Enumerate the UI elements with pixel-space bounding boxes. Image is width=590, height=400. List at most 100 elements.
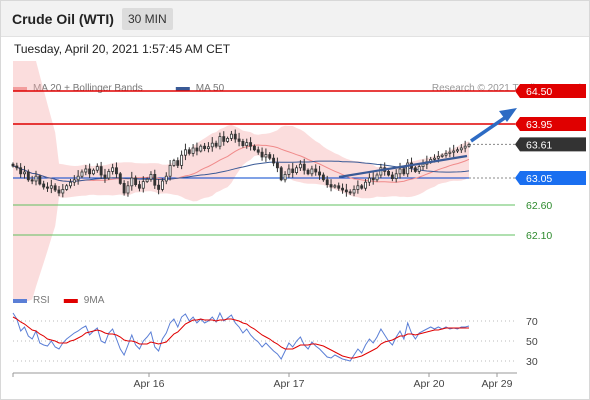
candle-body xyxy=(111,167,115,172)
candle-body xyxy=(141,181,145,189)
candle xyxy=(318,165,321,180)
candle-body xyxy=(218,136,222,147)
price-tag-box xyxy=(515,171,586,185)
candle-body xyxy=(440,154,444,157)
candle-body xyxy=(433,157,436,160)
candle xyxy=(49,179,53,194)
price-tags: 64.50 63.95 63.61 63.05 62.60 62.10 xyxy=(515,84,586,242)
main-legend: MA 20 + Bollinger Bands MA 50 xyxy=(13,83,225,94)
candle xyxy=(126,181,130,197)
candle xyxy=(161,178,164,192)
candle-body xyxy=(452,150,456,153)
candle xyxy=(111,163,115,175)
candle-body xyxy=(187,149,191,154)
candle-body xyxy=(364,181,367,189)
candle xyxy=(210,137,214,152)
candle-body xyxy=(206,146,210,150)
candle xyxy=(295,165,299,175)
rsi-tick-label: 50 xyxy=(526,336,538,348)
candle xyxy=(341,183,344,194)
candle xyxy=(333,184,337,189)
candle xyxy=(367,173,371,186)
bollinger-band-area xyxy=(13,61,469,301)
timeframe-badge[interactable]: 30 MIN xyxy=(122,8,173,30)
candle-body xyxy=(298,163,302,169)
candle-body xyxy=(344,189,348,193)
candle xyxy=(279,166,283,182)
candle-body xyxy=(226,137,230,142)
candle xyxy=(344,183,348,197)
candle xyxy=(187,147,191,156)
candle xyxy=(153,169,157,189)
timestamp: Tuesday, April 20, 2021 1:57:45 AM CET xyxy=(14,42,231,56)
candle-body xyxy=(352,188,356,194)
candle-body xyxy=(214,142,218,147)
candle xyxy=(264,148,268,162)
candle xyxy=(72,175,76,186)
candle-body xyxy=(237,138,241,142)
ma50-line xyxy=(12,160,470,182)
price-tag-label: 63.95 xyxy=(526,119,552,131)
candle-body xyxy=(65,185,69,190)
candle xyxy=(61,184,65,198)
candle-body xyxy=(233,133,237,140)
candle-body xyxy=(287,168,291,175)
copyright-text: Research © 2021 Trading Central xyxy=(432,83,581,94)
candle xyxy=(53,183,57,193)
candle xyxy=(134,175,138,187)
candle-body xyxy=(310,168,314,175)
candle xyxy=(80,169,84,179)
candle xyxy=(337,182,341,191)
candle-body xyxy=(367,177,371,183)
candle-body xyxy=(149,173,153,180)
rsi-ma-line xyxy=(12,316,469,359)
candle xyxy=(23,165,26,179)
header-bar: Crude Oil (WTI) 30 MIN xyxy=(1,1,589,37)
candle-body xyxy=(195,147,199,152)
candle xyxy=(310,165,314,177)
candle-body xyxy=(260,151,264,158)
candle xyxy=(122,180,126,196)
candle-body xyxy=(92,169,95,175)
price-tag-label: 64.50 xyxy=(526,86,552,98)
candle-body xyxy=(394,173,398,180)
bollinger-bands xyxy=(13,61,469,301)
candle xyxy=(92,168,95,176)
candle xyxy=(206,142,210,153)
candle-body xyxy=(268,154,272,159)
candle-body xyxy=(241,140,245,146)
candle-body xyxy=(275,162,279,169)
candle xyxy=(218,132,222,150)
candle-body xyxy=(69,181,72,187)
rsi-legend: RSI 9MA xyxy=(13,295,105,306)
candle xyxy=(241,138,245,148)
trendlines xyxy=(338,108,517,179)
candle xyxy=(118,172,122,185)
candle xyxy=(107,168,111,181)
candle-body xyxy=(295,167,299,174)
candle xyxy=(249,137,253,151)
candle-body xyxy=(314,168,318,173)
candle-body xyxy=(157,184,161,190)
candle-body xyxy=(406,162,410,175)
candle-body xyxy=(325,179,329,186)
candle xyxy=(314,164,318,176)
candle-body xyxy=(421,163,425,167)
candle xyxy=(272,154,276,167)
candle-body xyxy=(436,155,440,159)
candle xyxy=(57,186,61,197)
candle-body xyxy=(42,183,46,188)
candle-body xyxy=(34,175,38,182)
candle-body xyxy=(53,185,57,191)
candle-body xyxy=(371,177,375,181)
candle xyxy=(69,178,72,189)
candle xyxy=(329,179,333,192)
candle-body xyxy=(318,171,321,176)
candle xyxy=(352,185,356,197)
candle-body xyxy=(329,184,333,188)
candle xyxy=(402,166,406,176)
candle-body xyxy=(88,168,92,175)
rsi-line xyxy=(12,311,470,362)
candle xyxy=(229,130,233,141)
candle xyxy=(226,136,230,143)
